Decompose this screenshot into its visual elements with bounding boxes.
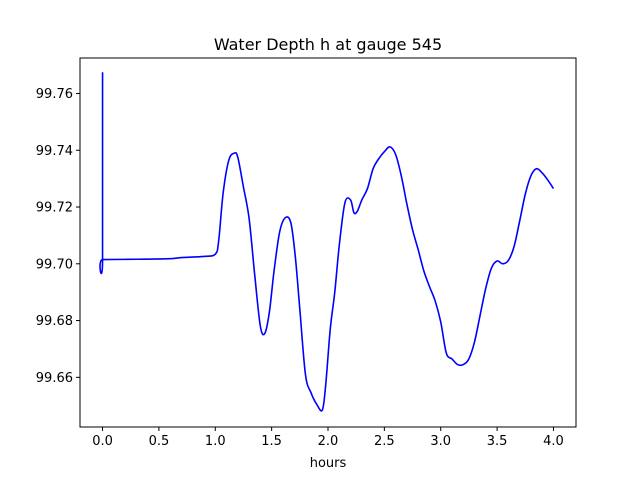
x-tick-label: 1.5 [261, 434, 282, 449]
x-tick-label: 4.0 [543, 434, 564, 449]
y-tick-label: 99.74 [36, 144, 73, 159]
axes: 0.0 0.5 1.0 1.5 2.0 2.5 3.0 3.5 4.0 99.66 99.68 99.… [36, 57, 577, 449]
y-tick-label: 99.66 [36, 371, 73, 386]
x-tick-label: 3.0 [430, 434, 451, 449]
y-tick-label: 99.72 [36, 201, 73, 216]
x-tick-label: 3.5 [487, 434, 508, 449]
x-tick-label: 2.5 [374, 434, 395, 449]
series-line-0 [99, 72, 555, 412]
x-tick-label: 1.0 [205, 434, 226, 449]
plot-area [99, 72, 555, 412]
x-tick-label: 0.0 [92, 434, 113, 449]
x-axis-label: hours [310, 456, 347, 471]
chart-title: Water Depth h at gauge 545 [214, 35, 442, 54]
y-tick-label: 99.70 [36, 257, 73, 272]
x-tick-label: 0.5 [149, 434, 170, 449]
x-tick-label: 2.0 [318, 434, 339, 449]
y-tick-label: 99.76 [36, 87, 73, 102]
y-tick-label: 99.68 [36, 314, 73, 329]
